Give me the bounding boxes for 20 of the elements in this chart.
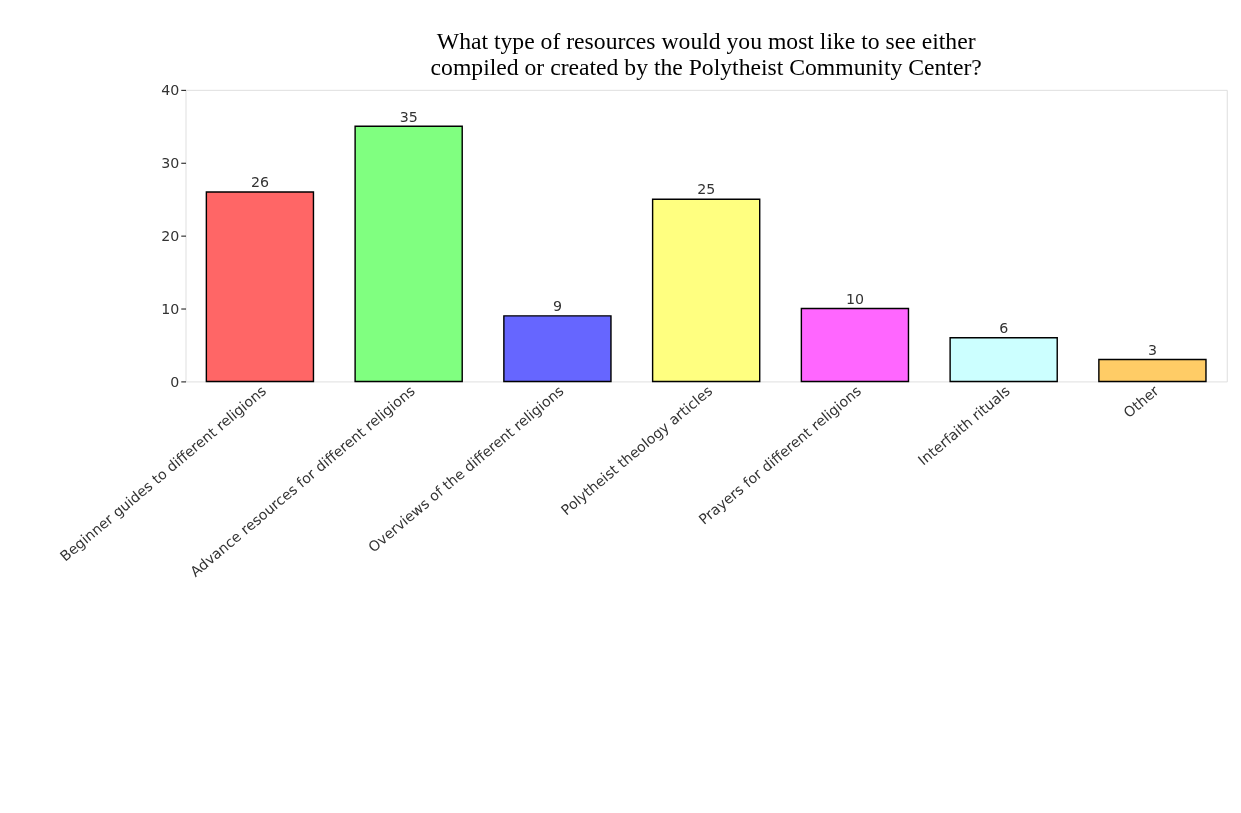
bar [651,198,761,383]
bar [949,336,1058,383]
data-label: 26 [250,174,269,191]
data-label: 6 [999,319,1009,336]
data-label: 10 [845,290,864,307]
data-label: 35 [399,108,418,125]
bar [800,307,910,383]
data-label: 9 [552,298,562,315]
data-label: 3 [1147,341,1157,358]
y-tick-label: 10 [161,300,180,317]
data-label: 25 [697,181,716,198]
y-tick-label: 30 [161,154,180,171]
bar [354,125,463,383]
chart-title: What type of resources would you most like to see either compiled or created by the Polytheist Community Center? [430,28,982,80]
bar [205,191,315,383]
y-tick-label: 40 [161,82,180,99]
y-tick-label: 0 [170,373,180,390]
bar [1098,358,1207,383]
y-tick-label: 20 [161,227,180,244]
bar [503,315,612,383]
